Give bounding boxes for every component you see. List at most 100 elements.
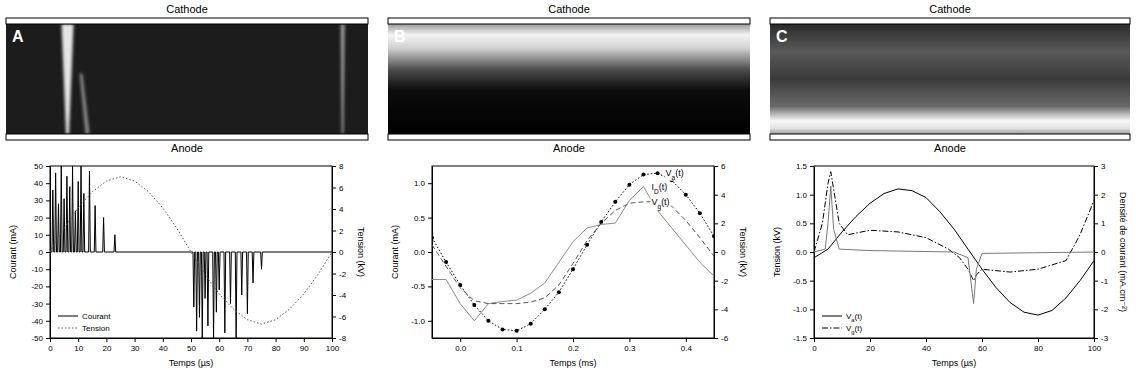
y2-axis: -8-6-4-202468 [332,162,347,343]
axis-line [814,167,815,339]
tick-mark [573,338,574,342]
label-patch [651,182,669,195]
tick: 0.0 [455,338,467,353]
x-axis: 020406080100 [812,338,1101,353]
plot-frame [50,166,332,338]
tick: 0.2 [568,338,580,353]
tick-label: 2 [721,219,726,228]
tick-label: 0.5 [414,214,426,223]
tick: 10 [74,338,83,353]
tick-mark [460,338,461,342]
tick-label: -1.5 [793,334,807,343]
tick-label: 80 [272,344,281,353]
tick: 20 [866,338,875,353]
panel-label: C [776,28,788,45]
tick-label: 60 [215,344,224,353]
marker [684,193,688,197]
tick-mark [332,209,336,210]
tick-mark [714,281,718,282]
tick-mark [46,338,50,339]
tick-mark [219,338,220,342]
tick-mark [191,338,192,342]
tick-label: -6 [339,313,347,322]
y-axis: -1.0-0.50.00.51.0 [411,167,432,339]
tick-label: 0.0 [796,248,808,257]
plot-frame [814,166,1094,338]
marker [712,234,714,238]
x-axis-title: Temps (µs) [932,358,977,368]
tick: 20 [34,214,50,223]
tick-mark [714,166,718,167]
tick-mark [46,286,50,287]
tick: 2 [1094,191,1106,200]
electrode [6,134,368,140]
tick-label: 6 [721,162,726,171]
tick-mark [332,231,336,232]
tick-mark [78,338,79,342]
electrode [770,134,1130,140]
tick-label: 1.0 [414,179,426,188]
tick-label: 0.2 [568,344,580,353]
tick-mark [46,200,50,201]
tick-label: -2 [721,277,729,286]
tick: -3 [1094,334,1109,343]
tick-label: 0.0 [455,344,467,353]
tick-mark [926,338,927,342]
marker [486,319,490,323]
marker [543,307,547,311]
tick: -0.5 [793,277,814,286]
legend: Va(t)Vg(t) [822,312,862,335]
tick-mark [332,252,336,253]
tick-mark [46,304,50,305]
image-ground [6,24,368,134]
tick-label: -2 [1101,305,1109,314]
marker [642,173,646,177]
tick-label: 1.0 [796,191,808,200]
tick-mark [1094,166,1098,167]
tick-mark [714,252,718,253]
filament [341,24,345,134]
tick: 70 [243,338,252,353]
tick-label: 40 [922,344,931,353]
tick-mark [332,166,336,167]
tick-label: 8 [339,162,344,171]
tick-label: 0 [1101,248,1106,257]
tick-mark [1094,281,1098,282]
tick: -2 [332,270,347,279]
tick: -4 [332,291,347,300]
legend-swatch [58,328,78,329]
tick: 20 [102,338,111,353]
tick: 4 [714,191,726,200]
tick: 0.0 [796,248,814,257]
tick-mark [332,317,336,318]
tick-mark [247,338,248,342]
tick: 100 [326,338,340,353]
image: CathodeAnodeB [388,3,750,154]
marker [613,200,617,204]
tick-label: 70 [243,344,252,353]
tick-label: -1.0 [793,305,807,314]
tick: 60 [215,338,224,353]
image: CathodeAnodeC [770,3,1130,154]
tick-mark [714,223,718,224]
tick-mark [1094,252,1098,253]
series-line [50,177,332,324]
y2-axis: -6-4-20246 [714,162,729,343]
electrode-label: Cathode [548,3,590,15]
label-patch [665,168,685,181]
tick-label: -30 [31,300,43,309]
tick-label: 0.3 [624,344,636,353]
tick-mark [332,188,336,189]
tick-label: -1 [1101,277,1109,286]
tick-mark [1094,195,1098,196]
marker [529,322,533,326]
tick: 100 [1088,338,1102,353]
tick: -2 [714,277,729,286]
tick: 30 [34,196,50,205]
panel-label: A [12,28,24,45]
tick-mark [810,309,814,310]
y2-axis-title: Tension (kV) [738,227,748,277]
marker [501,327,505,331]
tick-mark [428,286,432,287]
filament [80,74,90,135]
